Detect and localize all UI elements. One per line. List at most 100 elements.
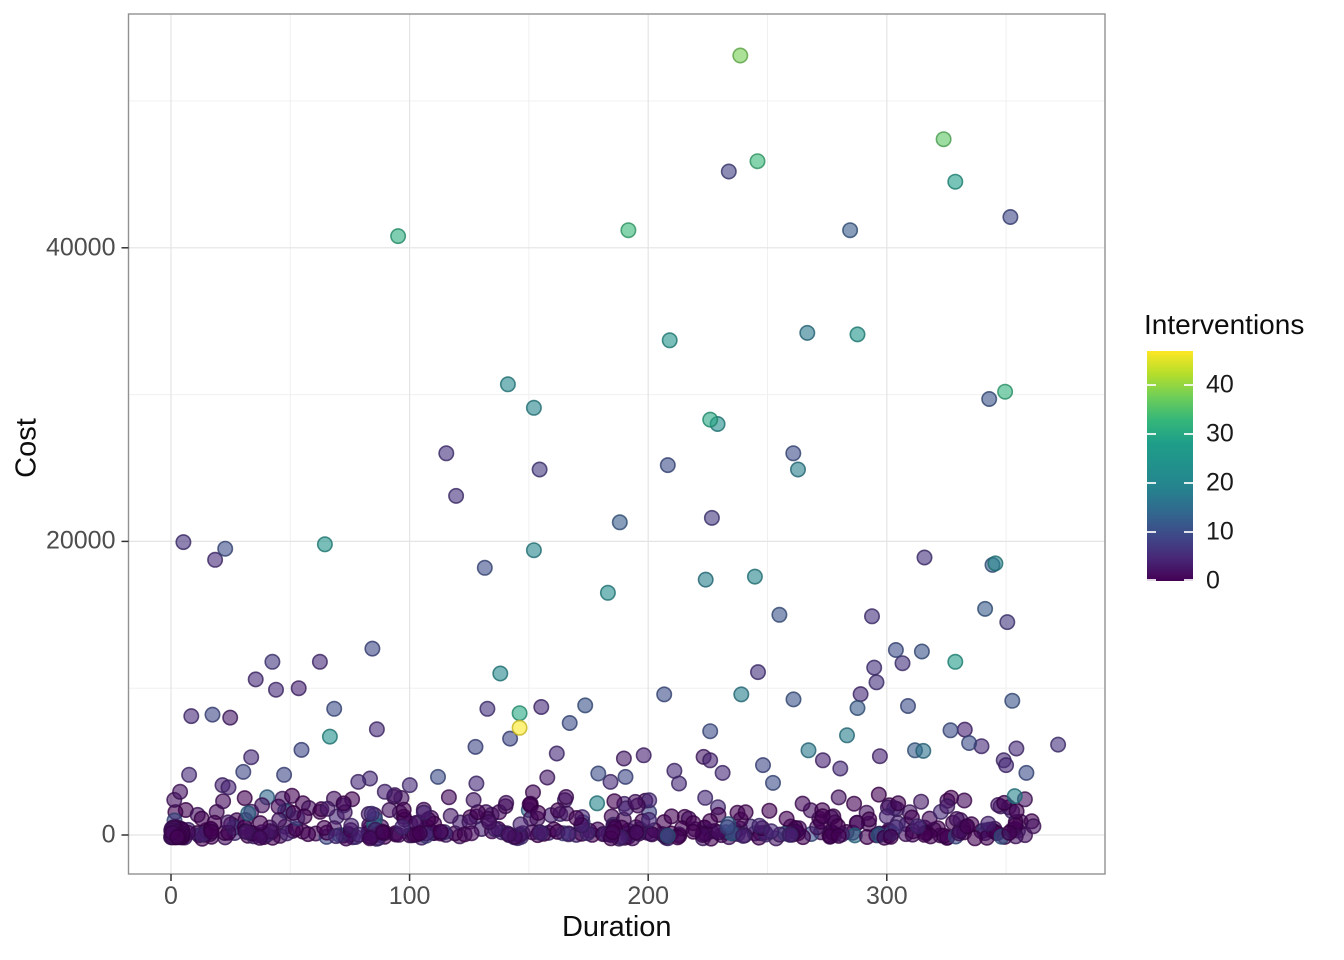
data-point <box>181 766 198 783</box>
data-point <box>733 686 750 703</box>
data-point <box>628 824 645 841</box>
data-point <box>502 730 519 747</box>
x-tick-label: 100 <box>388 882 431 910</box>
data-point <box>606 793 623 810</box>
data-point <box>1025 818 1042 835</box>
data-point <box>882 828 899 845</box>
legend-tick-mark <box>1147 579 1156 581</box>
data-point <box>283 787 300 804</box>
data-point <box>915 742 932 759</box>
data-point <box>590 765 607 782</box>
legend-tick-mark <box>1184 433 1193 436</box>
data-point <box>980 815 997 832</box>
legend-tick-mark <box>1147 531 1156 534</box>
data-point <box>1008 803 1025 820</box>
data-point <box>481 814 498 831</box>
data-point <box>611 514 628 531</box>
data-point <box>961 734 978 751</box>
data-point <box>290 680 307 697</box>
data-point <box>222 709 239 726</box>
data-point <box>913 793 930 810</box>
data-point <box>390 228 407 245</box>
data-point <box>761 802 778 819</box>
panel-background <box>128 14 1105 874</box>
data-point <box>763 823 780 840</box>
data-point <box>659 457 676 474</box>
data-point <box>685 823 702 840</box>
data-point <box>861 811 878 828</box>
data-point <box>169 828 186 845</box>
data-point <box>468 775 485 792</box>
data-point <box>640 811 657 828</box>
data-point <box>719 819 736 836</box>
data-point <box>868 674 885 691</box>
data-point <box>183 708 200 725</box>
legend-tick-mark <box>1147 433 1156 436</box>
data-point <box>492 665 509 682</box>
data-point <box>890 795 907 812</box>
data-point <box>764 774 781 791</box>
data-point <box>656 686 673 703</box>
data-point <box>511 719 528 736</box>
data-point <box>1008 740 1025 757</box>
data-point <box>364 640 381 657</box>
data-point <box>799 324 816 341</box>
data-point <box>602 773 619 790</box>
legend-tick-label: 20 <box>1206 468 1234 497</box>
data-point <box>670 775 687 792</box>
data-point <box>267 681 284 698</box>
data-point <box>661 332 678 349</box>
legend-tick-label: 40 <box>1206 370 1234 399</box>
data-point <box>697 789 714 806</box>
data-point <box>849 326 866 343</box>
data-point <box>1004 692 1021 709</box>
data-point <box>300 826 317 843</box>
data-point <box>894 655 911 672</box>
data-point <box>264 653 281 670</box>
legend-tick-mark <box>1184 482 1193 485</box>
data-point <box>942 722 959 739</box>
data-point <box>947 173 964 190</box>
data-point <box>429 768 446 785</box>
data-point <box>947 653 964 670</box>
data-point <box>714 764 731 781</box>
data-point <box>604 824 621 841</box>
data-point <box>363 805 380 822</box>
data-point <box>599 584 616 601</box>
data-point <box>316 819 333 836</box>
data-point <box>627 793 644 810</box>
data-point <box>746 568 763 585</box>
data-point <box>499 376 516 393</box>
data-point <box>589 795 606 812</box>
data-point <box>617 768 634 785</box>
data-point <box>215 793 232 810</box>
data-point <box>326 700 343 717</box>
data-point <box>368 721 385 738</box>
data-point <box>800 742 817 759</box>
data-point <box>878 808 895 825</box>
data-point <box>568 809 585 826</box>
data-point <box>440 789 457 806</box>
data-point <box>220 779 237 796</box>
data-point <box>240 805 257 822</box>
data-point <box>533 698 550 715</box>
data-point <box>703 509 720 526</box>
data-point <box>311 653 328 670</box>
data-point <box>204 706 221 723</box>
data-point <box>560 826 577 843</box>
data-point <box>939 798 956 815</box>
data-point <box>735 827 752 844</box>
data-point <box>243 749 260 766</box>
data-point <box>842 222 859 239</box>
data-point <box>236 790 253 807</box>
data-point <box>467 738 484 755</box>
data-point <box>539 769 556 786</box>
data-point <box>532 824 549 841</box>
data-point <box>959 818 976 835</box>
data-point <box>350 773 367 790</box>
data-point <box>754 757 771 774</box>
data-point <box>432 823 449 840</box>
data-point <box>999 614 1016 631</box>
data-point <box>998 757 1015 774</box>
data-point <box>381 801 398 818</box>
